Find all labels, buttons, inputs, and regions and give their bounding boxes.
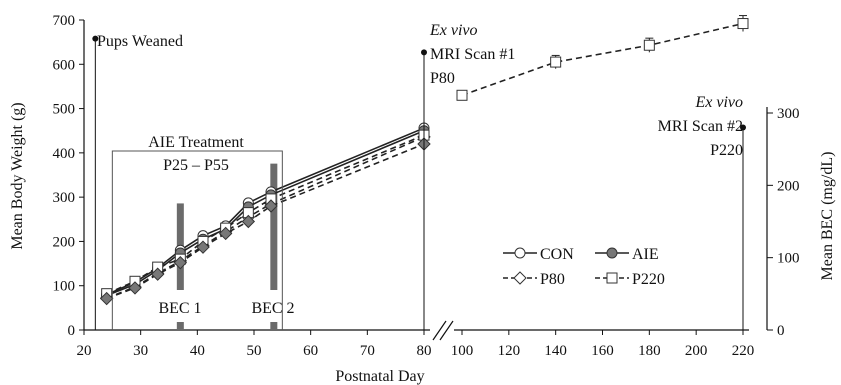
scan2-title: MRI Scan #2 <box>658 118 743 135</box>
legend-marker-aie <box>606 247 618 259</box>
y-tick-label: 0 <box>68 323 76 339</box>
y-tick-label: 700 <box>53 13 76 29</box>
legend-marker-con <box>514 247 526 259</box>
y-tick-label: 100 <box>53 279 76 295</box>
legend-label-aie: AIE <box>632 246 659 263</box>
point-aie-diamond <box>218 226 233 241</box>
y-axis-title: Mean Body Weight (g) <box>9 102 26 249</box>
point-p220 <box>456 89 468 101</box>
point-p220 <box>550 56 562 68</box>
bec-bar-base-2 <box>270 322 278 330</box>
y-tick-label: 300 <box>53 190 76 206</box>
legend-label-con: CON <box>540 246 574 263</box>
x-tick-label: 60 <box>303 343 318 359</box>
weaned-label: Pups Weaned <box>97 33 183 50</box>
annotation-layer <box>92 35 746 330</box>
y2-tick-label: 0 <box>777 323 785 339</box>
point-aie-diamond <box>150 267 165 281</box>
point-p220 <box>737 18 749 30</box>
x-axis-title: Postnatal Day <box>335 368 424 385</box>
axis-break-mark <box>439 320 454 341</box>
legend <box>503 247 629 285</box>
bec1-label: BEC 1 <box>158 300 201 317</box>
point-aie-diamond <box>264 199 278 213</box>
series-break-p220 <box>424 95 462 135</box>
scan2-exvivo: Ex vivo <box>694 94 743 111</box>
series-layer <box>99 15 749 306</box>
series-line-aie-diamond <box>106 143 425 300</box>
point-aie-diamond <box>196 240 210 254</box>
weaned-dot <box>92 35 99 42</box>
y2-tick-label: 100 <box>777 251 800 267</box>
axis-break-mark <box>432 320 447 341</box>
point-aie-diamond <box>99 291 114 306</box>
scan1-day: P80 <box>430 70 455 87</box>
x-tick-label: 100 <box>451 343 474 359</box>
x-tick-label: 120 <box>498 343 521 359</box>
point-aie-diamond <box>173 255 188 270</box>
x-tick-label: 70 <box>360 343 375 359</box>
point-aie-diamond <box>241 214 256 229</box>
axes-layer: 0 100 200 300 400 500 600 700 20 30 40 50 60 70 80 100 1… <box>53 13 800 359</box>
scan1-title: MRI Scan #1 <box>430 46 515 63</box>
y-tick-label: 200 <box>53 234 76 250</box>
bec2-label: BEC 2 <box>251 300 294 317</box>
point-p220 <box>643 39 655 51</box>
y-tick-label: 500 <box>53 102 76 118</box>
bec-bar-2 <box>270 163 278 290</box>
x-tick-label: 30 <box>133 343 148 359</box>
aie-treatment-label: AIE Treatment <box>148 134 244 151</box>
x-tick-label: 180 <box>638 343 661 359</box>
x-tick-label: 200 <box>685 343 708 359</box>
scan1-exvivo: Ex vivo <box>429 22 478 39</box>
legend-marker-p220 <box>606 272 618 284</box>
x-tick-label: 80 <box>417 343 432 359</box>
series-line-p80 <box>106 136 425 299</box>
legend-label-p80: P80 <box>540 271 565 288</box>
y2-axis-title: Mean BEC (mg/dL) <box>819 152 836 281</box>
aie-treatment-bracket <box>111 150 283 330</box>
bec-bar-base-1 <box>176 322 184 330</box>
x-tick-label: 220 <box>732 343 755 359</box>
legend-marker-p80 <box>513 271 527 285</box>
y-tick-label: 600 <box>53 57 76 73</box>
x-tick-label: 40 <box>190 343 205 359</box>
scan2-dot <box>740 124 746 131</box>
x-tick-label: 140 <box>544 343 567 359</box>
x-tick-label: 50 <box>247 343 262 359</box>
x-tick-label: 20 <box>77 343 92 359</box>
scan2-day: P220 <box>710 142 743 159</box>
legend-label-p220: P220 <box>632 271 665 288</box>
series-line-p220 <box>461 22 744 97</box>
point-aie-diamond <box>128 281 142 295</box>
x-tick-label: 160 <box>591 343 614 359</box>
scan1-dot <box>421 49 427 56</box>
y-tick-label: 400 <box>53 146 76 162</box>
aie-treatment-range: P25 – P55 <box>163 157 229 174</box>
y2-tick-label: 300 <box>777 106 800 122</box>
y2-tick-label: 200 <box>777 178 800 194</box>
